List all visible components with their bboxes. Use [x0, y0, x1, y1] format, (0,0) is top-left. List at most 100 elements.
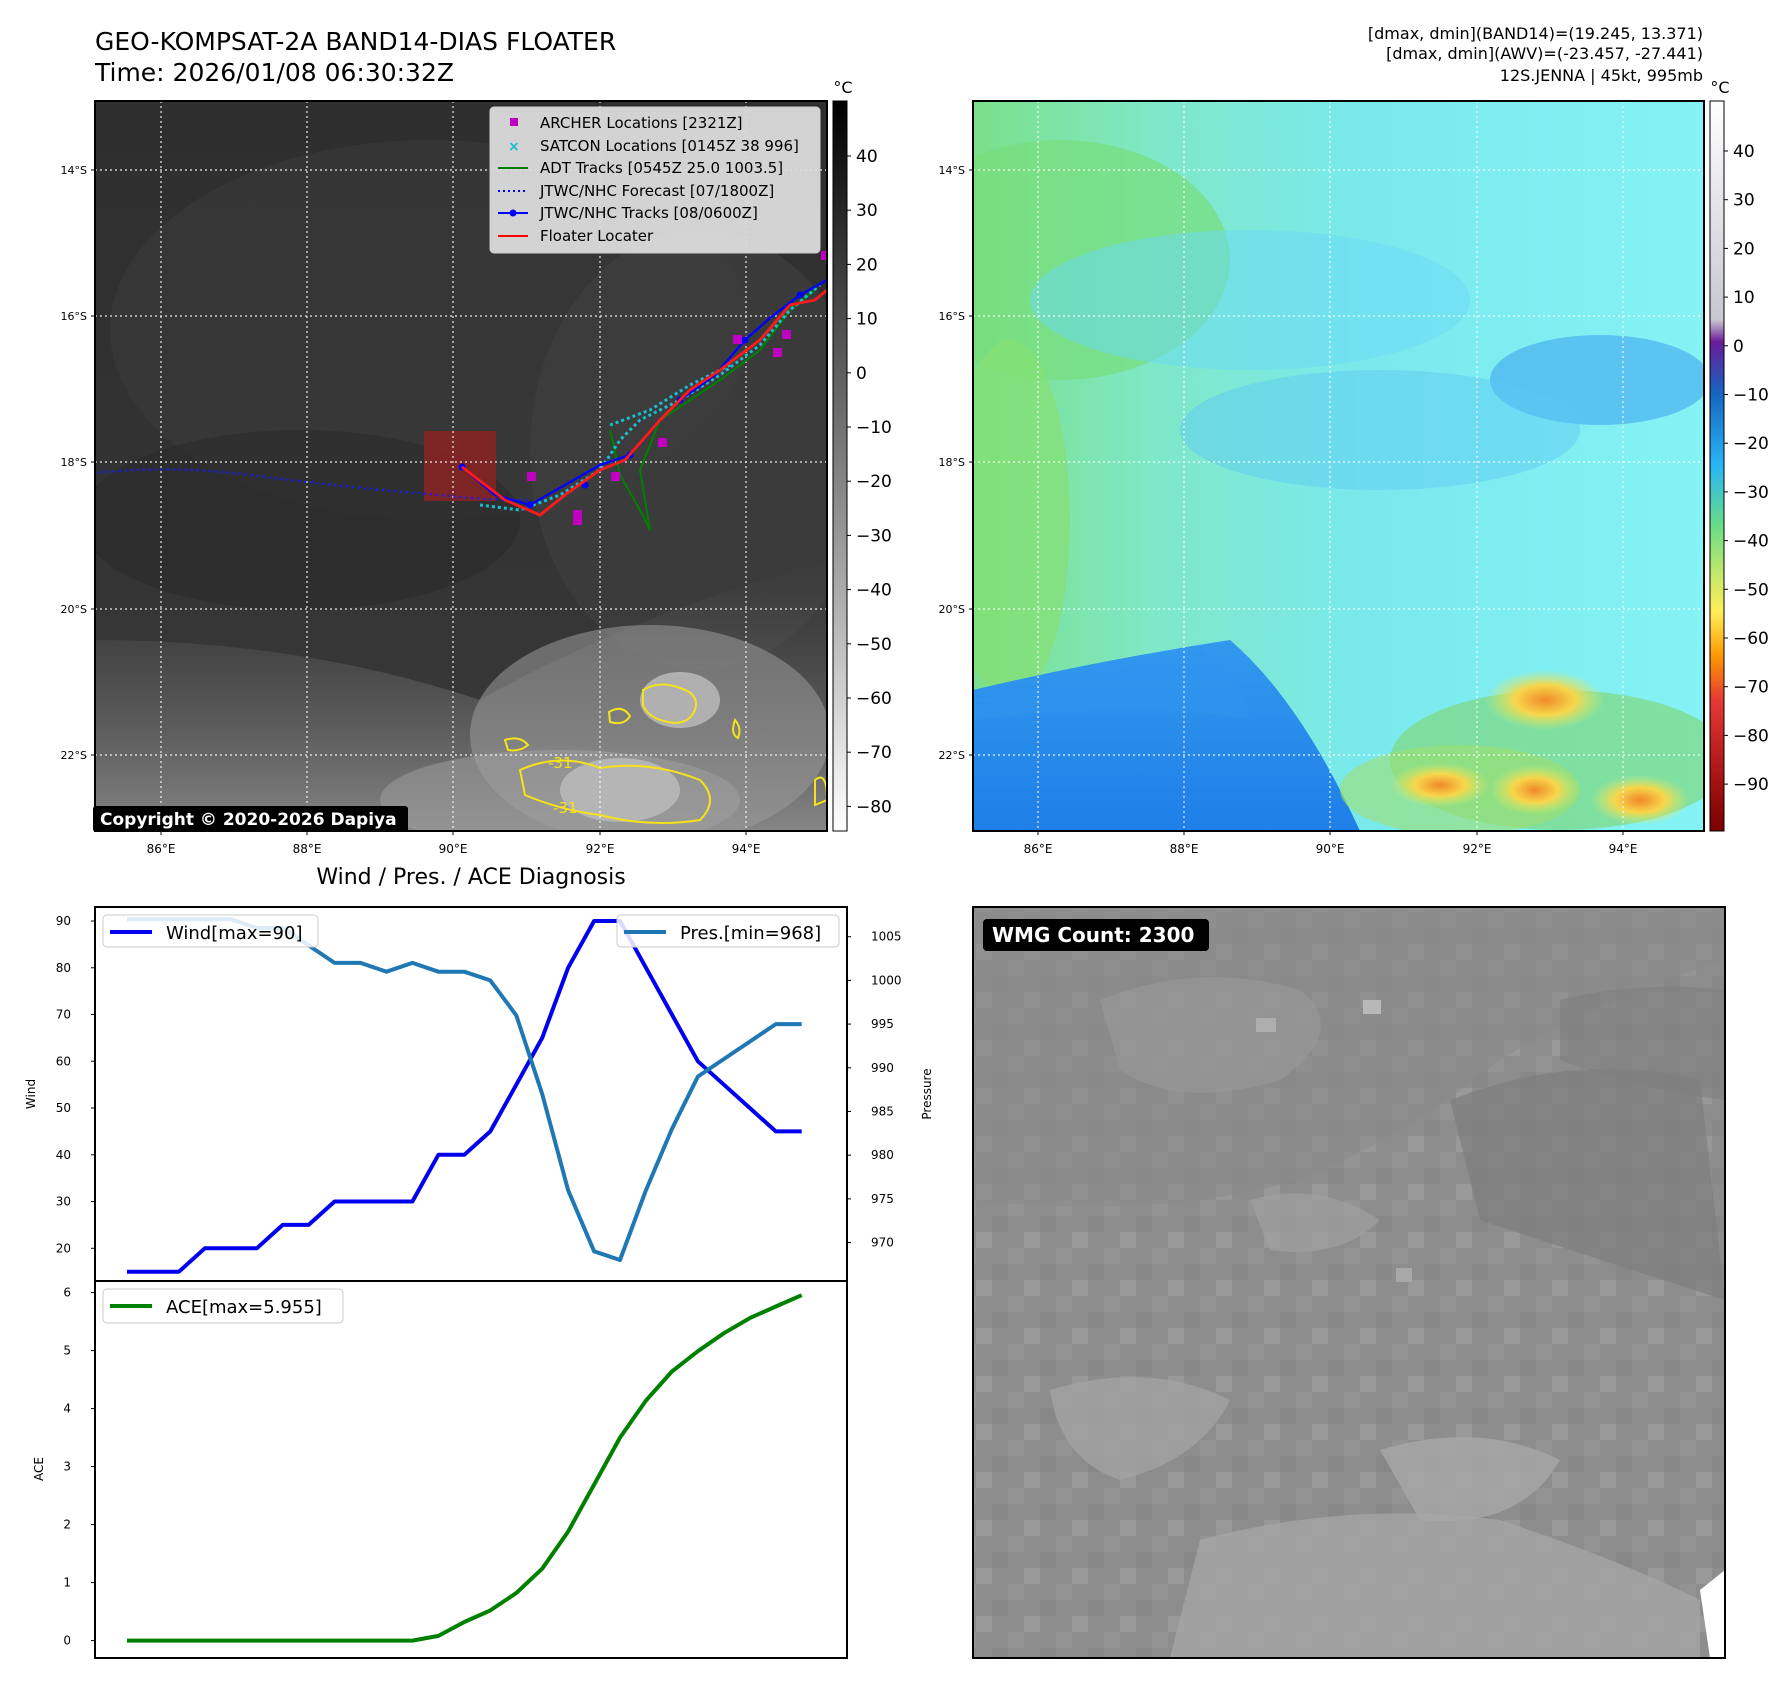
- wind-axis-ticks: 20 30 40 50 60 70 80 90: [56, 914, 95, 1255]
- color-lon-ticks: 86°E 88°E 90°E 92°E 94°E: [1024, 831, 1638, 856]
- colorbar-tick-label: −40: [1733, 532, 1769, 552]
- map-legend: ARCHER Locations [2321Z] × SATCON Locati…: [489, 106, 821, 254]
- ir-lat-ticks: 14°S 16°S 18°S 20°S 22°S: [61, 164, 95, 762]
- wmg-imagery: [973, 907, 1725, 1658]
- colorbar-tick-label: 10: [1733, 288, 1755, 308]
- archer-locations: [527, 251, 827, 525]
- color-lat-ticks: 14°S 16°S 18°S 20°S 22°S: [939, 164, 973, 762]
- pressure-legend-label: Pres.[min=968]: [680, 923, 821, 944]
- wind-axis-label: Wind: [24, 1079, 38, 1109]
- color-frame: [972, 100, 1705, 832]
- archer-marker-icon: [510, 118, 518, 126]
- contour-label: -31: [548, 754, 573, 772]
- ace-lines: [127, 1293, 803, 1643]
- color-imagery: [973, 101, 1704, 831]
- diagnosis-title: Wind / Pres. / ACE Diagnosis: [316, 865, 625, 890]
- colorbar-tick-label: −70: [856, 743, 892, 763]
- pressure-axis-label: Pressure: [920, 1068, 934, 1119]
- colorbar-tick-label: −20: [856, 472, 892, 492]
- ir-lon-ticks: 86°E 88°E 90°E 92°E 94°E: [147, 831, 760, 856]
- stats-band14: [dmax, dmin](BAND14)=(19.245, 13.371): [1368, 24, 1703, 43]
- colorbar-tick-label: −10: [856, 418, 892, 438]
- gray-colorbar-ticks: 40 30 20 10 0 −10 −20 −30 −40 −50 −60 −70 −80: [847, 147, 892, 817]
- axis-tick-label: 2: [63, 1518, 71, 1532]
- color-panel: [972, 100, 1705, 832]
- colorbar-tick-label: −70: [1733, 678, 1769, 698]
- floater-locater-track: [461, 288, 827, 517]
- axis-tick-label: 70: [56, 1008, 71, 1022]
- wind-legend: Wind[max=90]: [102, 914, 319, 948]
- legend-item-satcon: SATCON Locations [0145Z 38 996]: [540, 137, 799, 155]
- lat-tick-label: 16°S: [939, 310, 965, 323]
- colorbar-tick-label: −80: [856, 797, 892, 817]
- colorbar-tick-label: −90: [1733, 775, 1769, 795]
- lon-tick-label: 94°E: [1609, 842, 1638, 856]
- jtwc-forecast-track: [95, 468, 531, 502]
- figure-time: Time: 2026/01/08 06:30:32Z: [94, 58, 454, 87]
- wmg-panel: WMG Count: 2300: [972, 906, 1726, 1659]
- colorbar-tick-label: 30: [1733, 191, 1755, 211]
- color-colorbar-ticks: 40 30 20 10 0 −10 −20 −30 −40 −50 −60 −70 −80 −90: [1724, 142, 1769, 795]
- axis-tick-label: 1000: [871, 973, 902, 987]
- wmg-count-badge: [983, 919, 1209, 951]
- colorbar-tick-label: 10: [856, 310, 878, 330]
- axis-tick-label: 30: [56, 1195, 71, 1209]
- axis-tick-label: 985: [871, 1104, 894, 1118]
- pressure-axis-ticks: 970 975 980 985 990 995 1000 1005: [847, 930, 902, 1250]
- lon-tick-label: 90°E: [1316, 842, 1345, 856]
- satcon-locations: [609, 363, 731, 427]
- ace-legend-label: ACE[max=5.955]: [166, 1297, 322, 1318]
- ace-axis-label: ACE: [32, 1457, 46, 1481]
- axis-tick-label: 980: [871, 1148, 894, 1162]
- satcon-marker-icon: ×: [508, 139, 520, 155]
- lat-tick-label: 20°S: [939, 603, 965, 616]
- figure-title: GEO-KOMPSAT-2A BAND14-DIAS FLOATER: [95, 27, 616, 56]
- lat-tick-label: 14°S: [61, 164, 87, 177]
- ir-panel: -31 -31: [93, 100, 828, 832]
- copyright-badge: [93, 806, 408, 832]
- color-colorbar-unit: °C: [1710, 78, 1729, 97]
- axis-tick-label: 3: [63, 1460, 71, 1474]
- wmg-count-text: WMG Count: 2300: [992, 923, 1194, 947]
- colorbar-tick-label: 20: [856, 255, 878, 275]
- axis-tick-label: 995: [871, 1017, 894, 1031]
- lat-tick-label: 16°S: [61, 310, 87, 323]
- stats-storm: 12S.JENNA | 45kt, 995mb: [1500, 66, 1703, 85]
- lon-tick-label: 86°E: [147, 842, 176, 856]
- axis-tick-label: 1005: [871, 930, 902, 944]
- axis-tick-label: 4: [63, 1402, 71, 1416]
- axis-tick-label: 990: [871, 1061, 894, 1075]
- colorbar-tick-label: −30: [1733, 483, 1769, 503]
- color-colorbar: [1709, 100, 1725, 832]
- satcon-locations: [479, 283, 821, 512]
- lon-tick-label: 92°E: [1463, 842, 1492, 856]
- lon-tick-label: 86°E: [1024, 842, 1053, 856]
- wind-series-line: [127, 919, 802, 1274]
- axis-tick-label: 60: [56, 1054, 71, 1068]
- axis-tick-label: 0: [63, 1634, 71, 1648]
- lon-tick-label: 90°E: [439, 842, 468, 856]
- lat-tick-label: 14°S: [939, 164, 965, 177]
- legend-item-forecast: JTWC/NHC Forecast [07/1800Z]: [539, 182, 774, 200]
- colorbar-tick-label: 40: [856, 147, 878, 167]
- colorbar-tick-label: −10: [1733, 386, 1769, 406]
- gray-colorbar-unit: °C: [833, 78, 852, 97]
- lon-tick-label: 92°E: [586, 842, 615, 856]
- lon-tick-label: 88°E: [1170, 842, 1199, 856]
- colorbar-tick-label: 30: [856, 201, 878, 221]
- colorbar-tick-label: −60: [856, 689, 892, 709]
- colorbar-tick-label: 20: [1733, 239, 1755, 259]
- lat-tick-label: 20°S: [61, 603, 87, 616]
- gray-colorbar: [832, 100, 848, 832]
- ace-plot: 0 1 2 3 4 5 6 ACE ACE[max=5.955]: [32, 1280, 848, 1659]
- color-gridlines: [973, 101, 1704, 831]
- axis-tick-label: 970: [871, 1236, 894, 1250]
- wmg-frame: [972, 906, 1726, 1659]
- copyright-text: Copyright © 2020-2026 Dapiya: [100, 810, 397, 830]
- ace-legend: ACE[max=5.955]: [102, 1288, 344, 1324]
- wind-legend-label: Wind[max=90]: [166, 923, 303, 944]
- colorbar-tick-label: 0: [856, 364, 867, 384]
- axis-tick-label: 90: [56, 914, 71, 928]
- ace-axis-ticks: 0 1 2 3 4 5 6: [63, 1286, 95, 1648]
